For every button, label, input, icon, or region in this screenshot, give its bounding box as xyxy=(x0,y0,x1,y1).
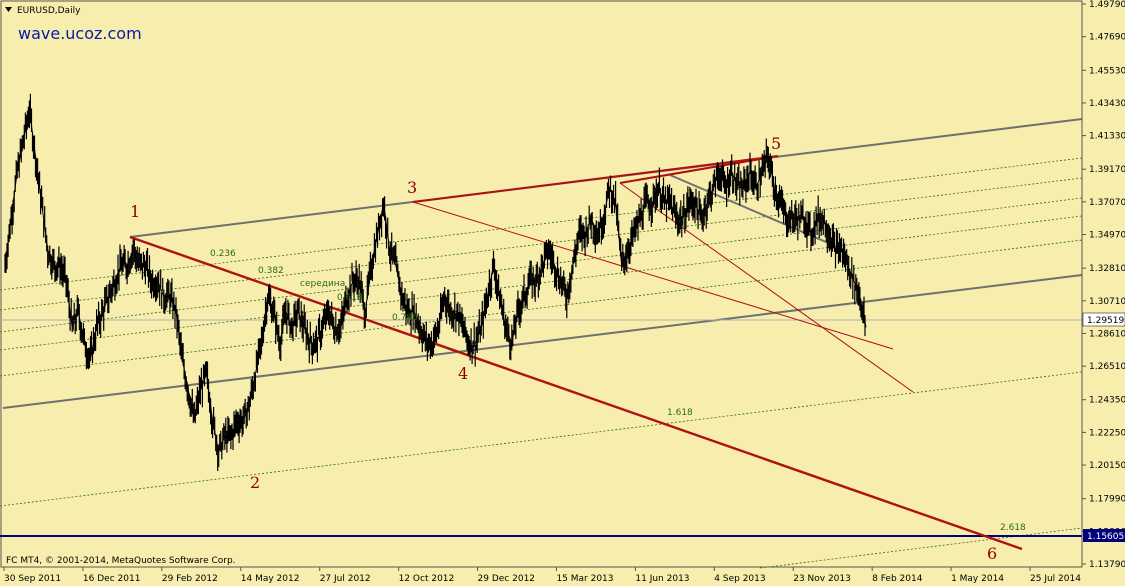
fib-line xyxy=(0,371,1083,507)
fib-label: 0.786 xyxy=(392,313,418,323)
symbol-menu-icon[interactable] xyxy=(5,7,12,12)
wave-trendline xyxy=(129,235,1023,551)
price-tick-label: 1.49790 xyxy=(1089,0,1125,10)
price-line xyxy=(4,109,867,454)
price-tick-label: 1.30710 xyxy=(1089,297,1125,307)
date-tick-label: 27 Jul 2012 xyxy=(320,574,371,584)
wave-trendline-thin xyxy=(619,182,914,393)
fib-label: 0.618 xyxy=(337,293,363,303)
price-tick-label: 1.41330 xyxy=(1089,132,1125,142)
price-tick-label: 1.43430 xyxy=(1089,99,1125,109)
level-price-box xyxy=(1083,529,1125,542)
price-tick-label: 1.32810 xyxy=(1089,264,1125,274)
price-tick-label: 1.20150 xyxy=(1089,461,1125,471)
date-tick-label: 8 Feb 2014 xyxy=(872,574,923,584)
symbol-title: EURUSD,Daily xyxy=(17,6,81,16)
date-axis[interactable]: 30 Sep 2011 16 Dec 2011 29 Feb 2012 14 May … xyxy=(3,567,1081,584)
price-tick-label: 1.22250 xyxy=(1089,428,1125,438)
wave-label: 6 xyxy=(987,544,997,563)
fib-channel-lines xyxy=(0,157,1083,569)
current-price-text: 1.29519 xyxy=(1087,316,1124,326)
wave-label: 4 xyxy=(458,364,468,383)
price-tick-label: 1.17990 xyxy=(1089,495,1125,505)
fib-label: 0.382 xyxy=(258,266,284,276)
wave-label: 2 xyxy=(250,473,260,492)
date-tick-label: 29 Dec 2012 xyxy=(478,574,536,584)
current-price-label: 1.29519 xyxy=(1082,312,1125,327)
wave-label: 5 xyxy=(771,134,781,153)
level-price-text: 1.15605 xyxy=(1087,532,1124,542)
fib-label: середина xyxy=(300,279,345,289)
price-tick-label: 1.26510 xyxy=(1089,362,1125,372)
price-tick-label: 1.28610 xyxy=(1089,329,1125,339)
fib-line xyxy=(0,157,1083,291)
date-tick-label: 11 Jun 2013 xyxy=(635,574,689,584)
fib-line xyxy=(0,215,1083,351)
fib-labels: 0.236 0.382 середина 0.618 0.786 1.618 2… xyxy=(210,249,1026,533)
price-tick-label: 1.39170 xyxy=(1089,165,1125,175)
wave-labels: 1 2 3 4 5 6 xyxy=(130,134,997,563)
level-price-label: 1.15605 xyxy=(1083,529,1125,542)
price-tick-label: 1.45530 xyxy=(1089,66,1125,76)
date-tick-label: 23 Nov 2013 xyxy=(793,574,851,584)
fib-label: 1.618 xyxy=(667,408,693,418)
price-tick-label: 1.47690 xyxy=(1089,33,1125,43)
price-axis[interactable]: 1.49790 1.47690 1.45530 1.43430 1.41330 1.391… xyxy=(1081,0,1125,570)
price-tick-label: 1.13790 xyxy=(1089,560,1125,570)
date-tick-label: 1 May 2014 xyxy=(951,574,1004,584)
price-tick-label: 1.34970 xyxy=(1089,231,1125,241)
fib-label: 2.618 xyxy=(1000,523,1026,533)
date-tick-label: 4 Sep 2013 xyxy=(714,574,765,584)
wave-label: 3 xyxy=(407,178,417,197)
price-series xyxy=(4,93,867,471)
date-tick-label: 15 Mar 2013 xyxy=(556,574,613,584)
date-tick-label: 30 Sep 2011 xyxy=(4,574,61,584)
channel-lower-line xyxy=(2,274,1083,409)
date-tick-label: 25 Jul 2014 xyxy=(1030,574,1081,584)
wave-top-line xyxy=(619,155,779,184)
date-tick-label: 16 Dec 2011 xyxy=(83,574,141,584)
date-tick-label: 14 May 2012 xyxy=(241,574,300,584)
date-tick-label: 29 Feb 2012 xyxy=(162,574,218,584)
fib-label: 0.236 xyxy=(210,249,236,259)
date-tick-label: 12 Oct 2012 xyxy=(399,574,455,584)
wave-trendline-thin xyxy=(412,201,894,350)
price-tick-label: 1.24350 xyxy=(1089,396,1125,406)
wave-label: 1 xyxy=(130,202,140,221)
fib-line xyxy=(0,177,1083,311)
price-tick-label: 1.37070 xyxy=(1089,198,1125,208)
copyright-text: FC MT4, © 2001-2014, MetaQuotes Software… xyxy=(6,556,236,566)
current-price-box xyxy=(1082,312,1125,327)
watermark-text: wave.ucoz.com xyxy=(18,24,142,43)
